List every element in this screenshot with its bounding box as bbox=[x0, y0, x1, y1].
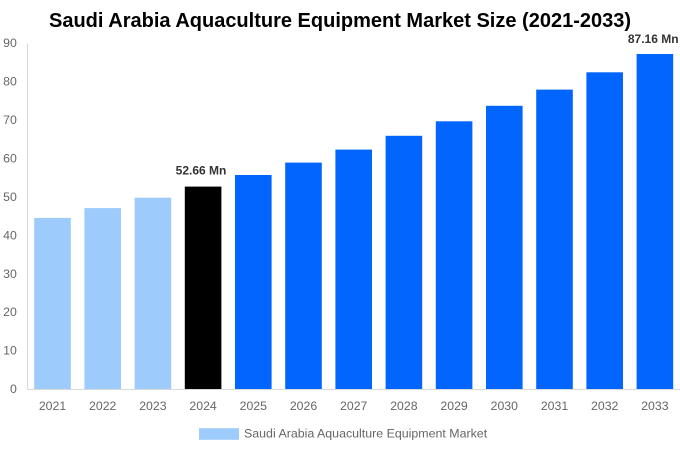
svg-text:20: 20 bbox=[3, 305, 17, 319]
svg-text:2033: 2033 bbox=[641, 399, 669, 413]
svg-text:2024: 2024 bbox=[189, 399, 217, 413]
svg-text:2021: 2021 bbox=[39, 399, 67, 413]
svg-text:2031: 2031 bbox=[541, 399, 569, 413]
svg-text:70: 70 bbox=[3, 113, 17, 127]
svg-text:2029: 2029 bbox=[440, 399, 468, 413]
svg-text:Saudi Arabia Aquaculture Equip: Saudi Arabia Aquaculture Equipment Marke… bbox=[244, 426, 488, 440]
svg-text:87.16 Mn: 87.16 Mn bbox=[628, 32, 679, 46]
svg-text:80: 80 bbox=[3, 75, 17, 89]
svg-text:40: 40 bbox=[3, 228, 17, 242]
svg-text:2022: 2022 bbox=[89, 399, 117, 413]
svg-text:2032: 2032 bbox=[591, 399, 619, 413]
svg-text:2030: 2030 bbox=[491, 399, 519, 413]
svg-text:2027: 2027 bbox=[340, 399, 368, 413]
svg-text:60: 60 bbox=[3, 152, 17, 166]
svg-text:2028: 2028 bbox=[390, 399, 418, 413]
svg-text:2025: 2025 bbox=[240, 399, 268, 413]
svg-text:10: 10 bbox=[3, 344, 17, 358]
svg-text:Saudi Arabia Aquaculture Equip: Saudi Arabia Aquaculture Equipment Marke… bbox=[49, 10, 631, 32]
svg-text:30: 30 bbox=[3, 267, 17, 281]
svg-text:50: 50 bbox=[3, 190, 17, 204]
svg-text:2026: 2026 bbox=[290, 399, 318, 413]
svg-text:52.66 Mn: 52.66 Mn bbox=[176, 164, 227, 178]
svg-text:2023: 2023 bbox=[139, 399, 167, 413]
svg-text:90: 90 bbox=[3, 36, 17, 50]
svg-text:0: 0 bbox=[10, 382, 17, 396]
